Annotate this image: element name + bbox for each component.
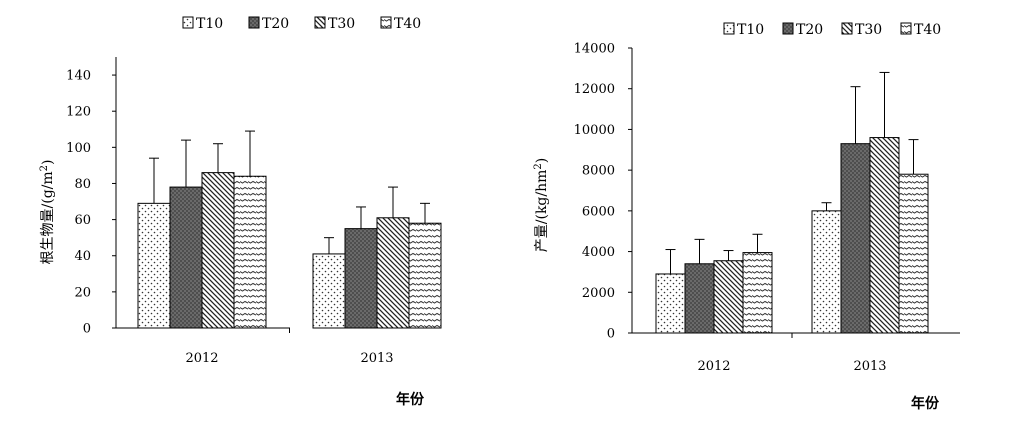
- bar-t40-2013: [898, 173, 929, 334]
- y-axis-label-close: ): [40, 160, 56, 165]
- bar-t30-2013: [376, 217, 410, 329]
- y-tick-label: 8000: [582, 164, 615, 179]
- bar-t40-2012: [233, 175, 267, 329]
- x-axis: 2012 2013: [116, 327, 394, 366]
- y-axis: 0 2000 4000 6000 8000 10000 12000 14000: [574, 42, 633, 342]
- bar-t40-2012: [742, 252, 773, 334]
- x-tick-label: 2013: [853, 359, 886, 374]
- bar-t20-2013: [840, 143, 871, 334]
- bar-t10-2013: [811, 210, 842, 334]
- x-tick-label: 2013: [360, 351, 393, 366]
- y-axis: 0 20 40 60 80 100 120 140: [66, 57, 117, 337]
- legend-swatch: [900, 22, 912, 35]
- error-bars: [149, 130, 430, 254]
- y-tick-label: 12000: [574, 82, 615, 97]
- legend-item-t20: T20: [782, 22, 823, 38]
- y-axis-label-sup: 2: [533, 163, 544, 169]
- y-axis-label-sup: 2: [39, 165, 50, 171]
- bar-t30-2012: [201, 172, 235, 329]
- x-axis: 2012 2013: [632, 332, 960, 374]
- yield-chart: T10 T20 T30 T40 0 2000 4000 6000 8000 10000 12000…: [533, 22, 960, 412]
- y-tick-label: 6000: [582, 204, 615, 219]
- bar-t30-2013: [869, 137, 900, 334]
- bar-t20-2012: [684, 263, 715, 334]
- legend-label: T30: [328, 16, 355, 32]
- legend-item-t40: T40: [900, 22, 941, 38]
- y-tick-label: 100: [66, 141, 91, 156]
- y-tick-label: 0: [607, 327, 615, 342]
- legend-label: T40: [394, 16, 421, 32]
- bar-t10-2012: [137, 202, 171, 329]
- bars: [137, 172, 442, 329]
- bars: [655, 137, 929, 334]
- bar-t10-2013: [312, 253, 346, 329]
- y-tick-label: 120: [66, 105, 91, 120]
- y-tick-label: 4000: [582, 245, 615, 260]
- legend-item-t30: T30: [314, 16, 355, 32]
- y-tick-label: 40: [74, 249, 91, 264]
- legend-swatch: [314, 16, 326, 29]
- legend-label: T20: [262, 16, 289, 32]
- root-biomass-chart: T10 T20 T30 T40 0 20 40 60 80 100 120 140 2012 2013…: [39, 16, 442, 408]
- y-axis-label-main: 产量/(kg/hm: [534, 170, 550, 253]
- legend-label: T30: [855, 22, 882, 38]
- y-tick-label: 14000: [574, 42, 615, 57]
- bar-t40-2013: [408, 222, 442, 329]
- legend-item-t30: T30: [841, 22, 882, 38]
- legend-swatch: [723, 22, 735, 35]
- legend-label: T10: [196, 16, 223, 32]
- y-tick-label: 80: [74, 177, 91, 192]
- bar-t30-2012: [713, 260, 744, 334]
- x-axis-label: 年份: [396, 391, 425, 408]
- y-axis-label: 产量/(kg/hm2): [533, 158, 551, 252]
- legend: T10 T20 T30 T40: [723, 22, 941, 38]
- legend-item-t10: T10: [723, 22, 764, 38]
- legend-label: T40: [914, 22, 941, 38]
- legend-swatch: [841, 22, 853, 35]
- y-tick-label: 20: [74, 285, 91, 300]
- y-axis-label-close: ): [534, 158, 550, 163]
- x-tick-label: 2012: [185, 351, 218, 366]
- legend-item-t10: T10: [182, 16, 223, 32]
- bar-t20-2012: [169, 186, 203, 329]
- x-tick-label: 2012: [697, 359, 730, 374]
- legend-label: T10: [737, 22, 764, 38]
- legend-swatch: [248, 16, 260, 29]
- legend-swatch: [782, 22, 794, 35]
- legend-label: T20: [796, 22, 823, 38]
- y-tick-label: 60: [74, 213, 91, 228]
- legend: T10 T20 T30 T40: [182, 16, 421, 32]
- y-axis-label: 根生物量/(g/m2): [39, 160, 57, 265]
- legend-item-t20: T20: [248, 16, 289, 32]
- x-axis-label: 年份: [911, 395, 940, 412]
- legend-item-t40: T40: [380, 16, 421, 32]
- y-tick-label: 0: [83, 322, 91, 337]
- error-bars: [665, 71, 919, 274]
- y-tick-label: 140: [66, 69, 91, 84]
- legend-swatch: [182, 16, 194, 29]
- y-tick-label: 10000: [574, 123, 615, 138]
- bar-t20-2013: [344, 228, 378, 329]
- y-axis-label-main: 根生物量/(g/m: [40, 171, 56, 264]
- legend-swatch: [380, 16, 392, 29]
- bar-t10-2012: [655, 273, 686, 334]
- y-tick-label: 2000: [582, 286, 615, 301]
